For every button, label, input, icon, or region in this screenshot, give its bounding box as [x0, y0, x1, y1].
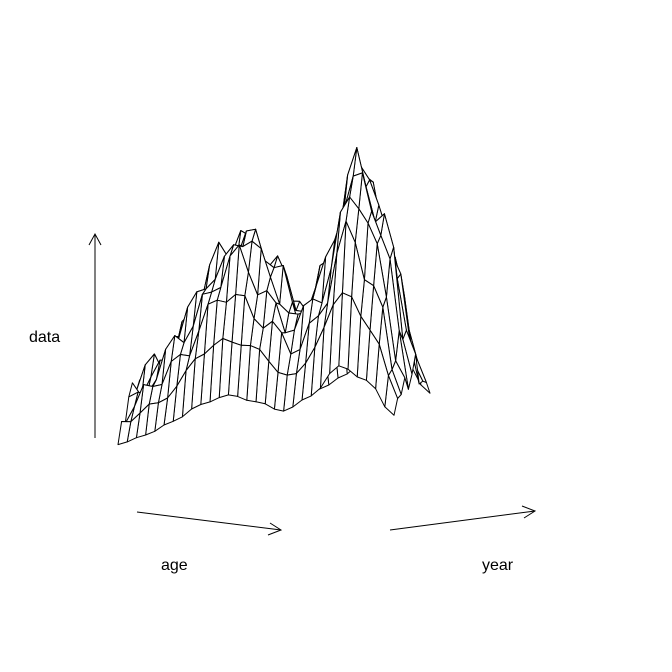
year-axis-arrow [389, 510, 536, 531]
age-axis-arrowhead [267, 522, 283, 536]
age-axis-arrow [136, 511, 282, 531]
year-axis-arrowhead [521, 505, 537, 519]
data-axis-arrowhead [88, 232, 102, 246]
x-axis-label: age [161, 557, 188, 574]
y-axis-label: year [482, 557, 514, 574]
surface-mesh [117, 147, 431, 446]
z-axis-label: data [29, 329, 60, 346]
surface-facet [117, 421, 132, 446]
